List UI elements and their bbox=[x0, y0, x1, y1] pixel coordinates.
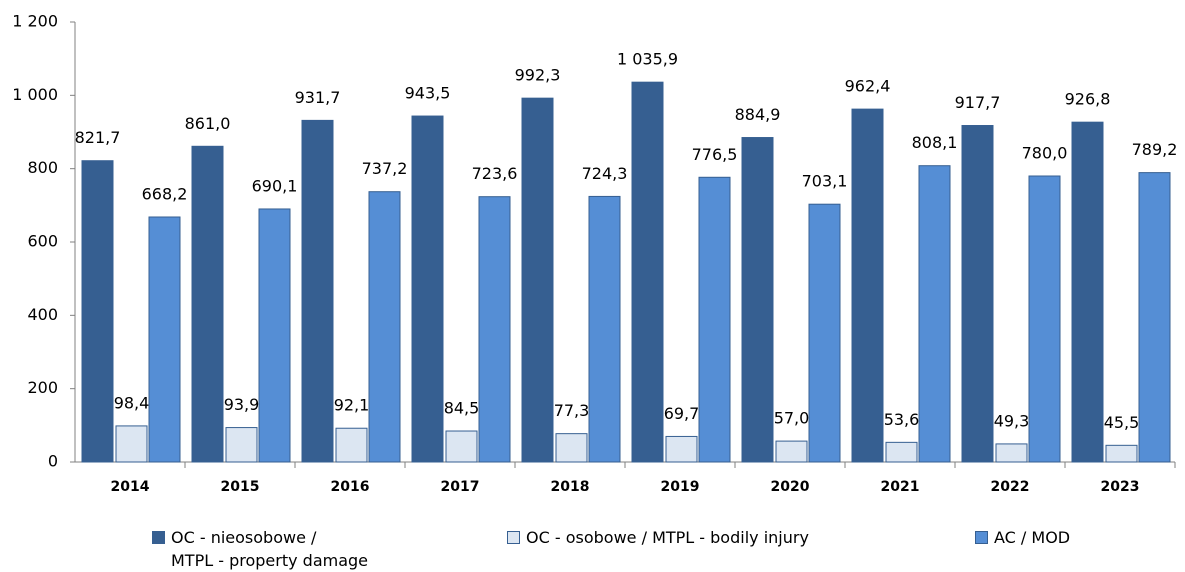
value-label: 776,5 bbox=[692, 145, 738, 164]
value-label: 703,1 bbox=[802, 172, 848, 191]
bar bbox=[665, 435, 698, 463]
legend-swatch bbox=[507, 531, 520, 544]
bar bbox=[191, 145, 224, 463]
bar bbox=[411, 115, 444, 463]
legend-item: OC - osobowe / MTPL - bodily injury bbox=[507, 526, 809, 549]
x-tick-label: 2016 bbox=[331, 479, 370, 495]
bar bbox=[521, 97, 554, 463]
value-label: 780,0 bbox=[1022, 144, 1068, 163]
value-label: 789,2 bbox=[1132, 140, 1178, 159]
bar bbox=[301, 119, 334, 463]
y-tick-label: 1 200 bbox=[12, 12, 58, 31]
bar bbox=[1138, 172, 1171, 463]
value-label: 53,6 bbox=[884, 410, 920, 429]
legend-swatch bbox=[152, 531, 165, 544]
legend-label: AC / MOD bbox=[994, 528, 1071, 547]
value-label: 962,4 bbox=[845, 77, 891, 96]
bar bbox=[148, 216, 181, 463]
value-label: 668,2 bbox=[142, 184, 188, 203]
bar bbox=[995, 443, 1028, 463]
chart: 0 200 400 600 800 1 000 1 200 2014 821,7 98,4 668,… bbox=[12, 12, 1178, 496]
bar bbox=[445, 430, 478, 463]
y-tick-label: 1 000 bbox=[12, 85, 58, 104]
value-label: 861,0 bbox=[185, 114, 231, 133]
x-tick-label: 2023 bbox=[1101, 479, 1140, 495]
value-label: 690,1 bbox=[252, 176, 298, 195]
value-label: 808,1 bbox=[912, 133, 958, 152]
bar bbox=[808, 203, 841, 463]
value-label: 45,5 bbox=[1104, 413, 1140, 432]
value-label: 92,1 bbox=[334, 396, 370, 415]
bar bbox=[698, 176, 731, 463]
bar bbox=[961, 125, 994, 463]
x-tick-label: 2017 bbox=[441, 479, 480, 495]
bar bbox=[851, 108, 884, 463]
bar bbox=[225, 427, 258, 463]
x-tick-label: 2021 bbox=[881, 479, 920, 495]
value-label: 724,3 bbox=[582, 164, 628, 183]
bar bbox=[918, 165, 951, 463]
bar bbox=[1105, 444, 1138, 463]
legend-item: OC - nieosobowe / MTPL - property damage bbox=[152, 526, 368, 572]
bar bbox=[1071, 121, 1104, 463]
value-label: 98,4 bbox=[114, 393, 150, 412]
bar bbox=[555, 433, 588, 463]
value-label: 77,3 bbox=[554, 401, 590, 420]
value-label: 69,7 bbox=[664, 404, 700, 423]
value-label: 943,5 bbox=[405, 84, 451, 103]
value-label: 84,5 bbox=[444, 399, 480, 418]
bar bbox=[81, 160, 114, 463]
value-label: 737,2 bbox=[362, 159, 408, 178]
bar bbox=[741, 137, 774, 463]
y-tick-label: 400 bbox=[27, 305, 58, 324]
bar bbox=[258, 208, 291, 463]
value-label: 931,7 bbox=[295, 88, 341, 107]
y-tick-label: 0 bbox=[48, 452, 58, 471]
legend-label: OC - osobowe / MTPL - bodily injury bbox=[526, 528, 809, 547]
bar bbox=[335, 427, 368, 463]
value-label: 49,3 bbox=[994, 411, 1030, 430]
value-label: 917,7 bbox=[955, 93, 1001, 112]
value-label: 57,0 bbox=[774, 409, 810, 428]
bar bbox=[885, 441, 918, 463]
x-tick-label: 2019 bbox=[661, 479, 700, 495]
y-tick-label: 800 bbox=[27, 158, 58, 177]
legend-label: OC - nieosobowe / MTPL - property damage bbox=[171, 528, 369, 570]
bar bbox=[588, 195, 621, 463]
legend: OC - nieosobowe / MTPL - property damage… bbox=[0, 526, 1185, 571]
value-label: 723,6 bbox=[472, 164, 518, 183]
bar bbox=[115, 425, 148, 463]
x-tick-label: 2022 bbox=[991, 479, 1030, 495]
value-label: 926,8 bbox=[1065, 90, 1111, 109]
bar bbox=[631, 81, 664, 463]
legend-swatch bbox=[975, 531, 988, 544]
value-label: 821,7 bbox=[75, 128, 121, 147]
x-tick-label: 2020 bbox=[771, 479, 810, 495]
x-tick-label: 2015 bbox=[221, 479, 260, 495]
value-label: 1 035,9 bbox=[617, 50, 678, 69]
bar bbox=[478, 196, 511, 463]
y-tick-label: 600 bbox=[27, 232, 58, 251]
legend-item: AC / MOD bbox=[975, 526, 1070, 549]
value-label: 93,9 bbox=[224, 395, 260, 414]
value-label: 992,3 bbox=[515, 66, 561, 85]
bar bbox=[775, 440, 808, 463]
value-label: 884,9 bbox=[735, 105, 781, 124]
bar bbox=[1028, 175, 1061, 463]
x-tick-label: 2014 bbox=[111, 479, 150, 495]
x-tick-label: 2018 bbox=[551, 479, 590, 495]
y-tick-label: 200 bbox=[27, 378, 58, 397]
bar bbox=[368, 191, 401, 463]
